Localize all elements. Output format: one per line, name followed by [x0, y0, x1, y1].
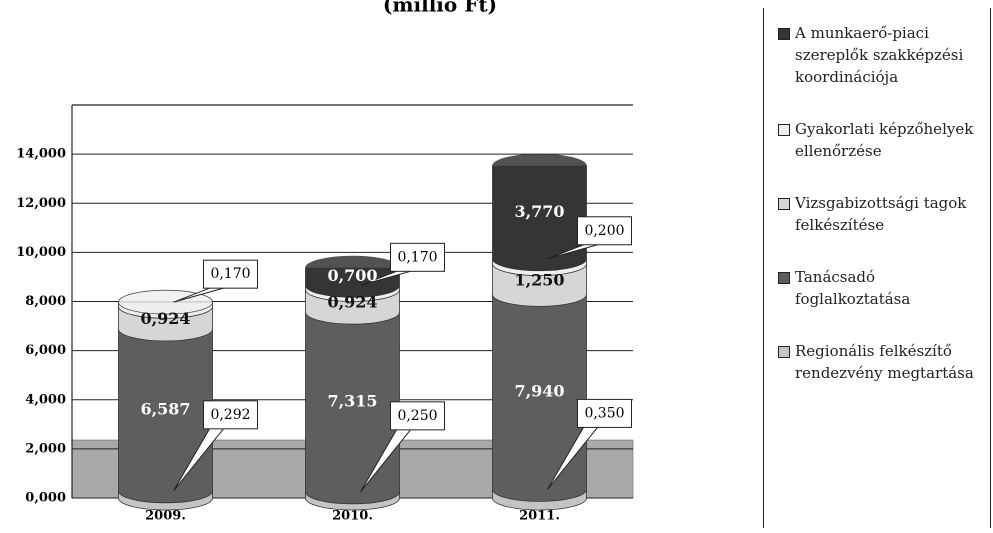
- cylinder-top: [492, 153, 587, 179]
- callout-box: [390, 401, 445, 431]
- x-tick-label: 2010.: [332, 509, 373, 524]
- y-tick-label: 12,000: [16, 196, 66, 211]
- cylinder-segment: [305, 311, 400, 505]
- data-label: 0,924: [140, 309, 190, 328]
- callout: [360, 270, 411, 286]
- callout: [173, 287, 224, 303]
- data-label: 7,940: [514, 381, 564, 400]
- data-label: 0,170: [397, 249, 437, 265]
- legend-label: A munkaerő-piaci szereplők szakképzési k…: [795, 24, 964, 86]
- x-tick-label: 2011.: [519, 509, 560, 524]
- data-label: 0,170: [210, 266, 250, 282]
- y-tick-label: 6,000: [25, 343, 66, 358]
- y-tick-label: 0,000: [25, 491, 66, 506]
- legend-entry: A munkaerő-piaci szereplők szakképzési k…: [778, 22, 980, 88]
- data-label: 0,250: [397, 408, 437, 424]
- y-tick-label: 2,000: [25, 441, 66, 456]
- legend-entry: Gyakorlati képzőhelyek ellenőrzése: [778, 118, 980, 162]
- data-label: 0,924: [327, 292, 377, 311]
- legend-swatch: [778, 272, 790, 284]
- cylinder-segment: [492, 165, 587, 272]
- data-label: 6,587: [140, 399, 190, 418]
- legend-swatch: [778, 198, 790, 210]
- legend-label: Tanácsadó foglalkoztatása: [795, 268, 911, 308]
- legend-swatch: [778, 28, 790, 40]
- y-tick-label: 4,000: [25, 392, 66, 407]
- data-label: 0,350: [584, 405, 624, 421]
- callout-box: [203, 259, 258, 289]
- callout-box: [203, 400, 258, 430]
- cylinder-segment: [118, 328, 213, 504]
- y-tick-label: 14,000: [16, 147, 66, 162]
- legend-label: Gyakorlati képzőhelyek ellenőrzése: [795, 120, 974, 160]
- callout-box: [577, 216, 632, 246]
- y-tick-label: 8,000: [25, 294, 66, 309]
- chart-title: (millió Ft): [383, 0, 497, 17]
- data-label: 0,292: [210, 407, 250, 423]
- chart: (millió Ft) 0,000 2,000 4,000 6,000 8,000 10,…: [16, 0, 634, 524]
- x-tick-label: 2009.: [145, 509, 186, 524]
- legend: A munkaerő-piaci szereplők szakképzési k…: [763, 8, 991, 528]
- data-label: 0,200: [584, 223, 624, 239]
- callout: [547, 244, 598, 260]
- callout: [173, 428, 224, 492]
- data-label: 1,250: [514, 271, 564, 290]
- legend-swatch: [778, 124, 790, 136]
- legend-entry: Tanácsadó foglalkoztatása: [778, 266, 980, 310]
- cylinder-segment: [492, 293, 587, 502]
- callout-box: [390, 242, 445, 272]
- data-label: 0,700: [327, 266, 377, 285]
- data-label: 3,770: [514, 202, 564, 221]
- legend-label: Vizsgabizottsági tagok felkészítése: [795, 194, 967, 234]
- data-label: 7,315: [327, 392, 377, 411]
- callout-box: [577, 398, 632, 428]
- legend-label: Regionális felkészítő rendezvény megtart…: [795, 342, 974, 382]
- legend-swatch: [778, 346, 790, 358]
- legend-entry: Regionális felkészítő rendezvény megtart…: [778, 340, 980, 384]
- y-tick-label: 10,000: [16, 245, 66, 260]
- callout: [360, 429, 411, 493]
- callout: [547, 427, 598, 490]
- legend-entry: Vizsgabizottsági tagok felkészítése: [778, 192, 980, 236]
